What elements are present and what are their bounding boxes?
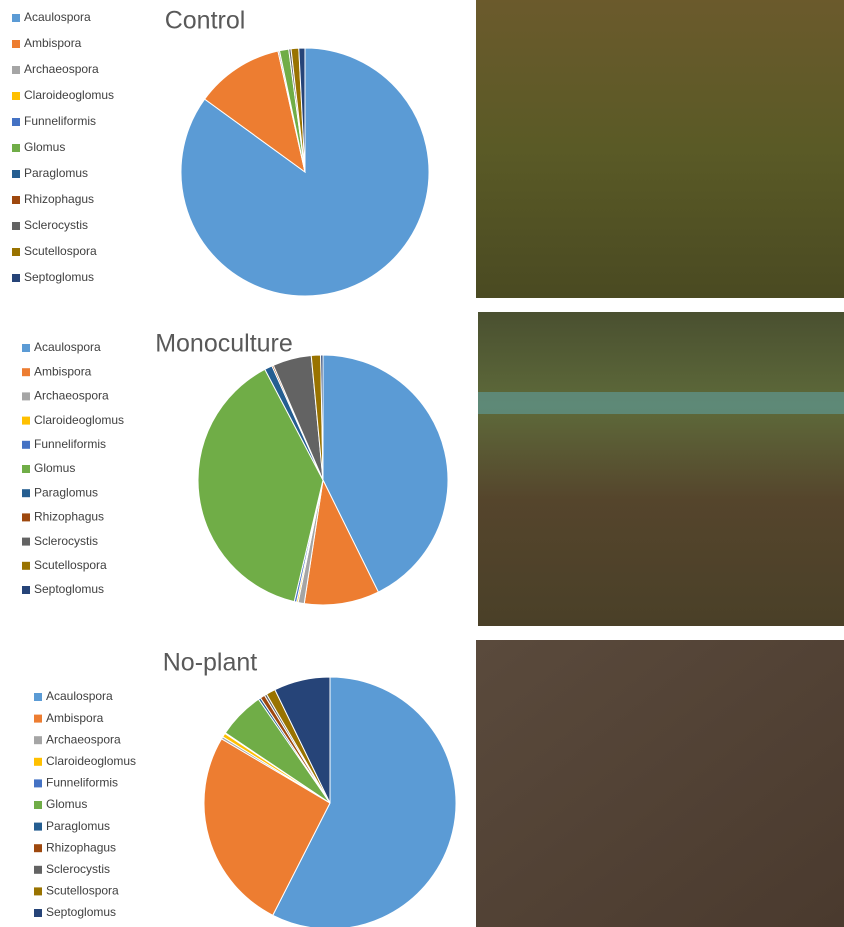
legend-label: Claroideoglomus [24,88,114,102]
legend-label: Archaeospora [24,62,99,76]
photo [476,640,844,927]
legend-swatch [22,586,30,594]
legend-swatch [22,416,30,425]
pie-slice [274,676,331,804]
legend-swatch [12,92,20,100]
legend-label: Archaeospora [34,389,109,403]
legend-swatch [12,222,20,230]
legend-label: Sclerocystis [46,862,110,876]
legend-swatch [22,368,30,377]
legend-label: Acaulospora [24,10,91,24]
legend-swatch [12,170,20,178]
legend-swatch [34,844,42,853]
photo [478,312,844,626]
chart-title: Monoculture [155,330,293,358]
legend-swatch [22,392,30,401]
legend-swatch [22,537,30,546]
legend-label: Rhizophagus [46,840,116,854]
legend-label: Acaulospora [34,340,101,354]
legend-label: Acaulospora [46,689,113,703]
pie-slice [203,50,306,174]
legend-label: Sclerocystis [24,218,88,232]
legend-swatch [34,779,42,788]
legend-label: Ambispora [24,36,82,50]
legend-label: Paraglomus [46,819,110,833]
legend-swatch [12,144,20,152]
legend-swatch [34,736,42,745]
legend-label: Glomus [46,797,87,811]
legend-swatch [22,344,30,352]
pie-slice [203,738,331,916]
legend-label: Septoglomus [46,905,116,919]
legend-label: Scutellospora [24,244,97,258]
legend-label: Funneliformis [46,776,118,790]
legend-swatch [12,40,20,48]
legend-label: Scutellospora [46,884,119,898]
legend-swatch [34,757,42,766]
legend-swatch [34,887,42,896]
legend-label: Archaeospora [46,732,121,746]
legend-label: Rhizophagus [34,510,104,524]
legend-label: Funneliformis [34,437,106,451]
photo [476,0,844,298]
legend-label: Rhizophagus [24,192,94,206]
legend-label: Funneliformis [24,114,96,128]
legend-swatch [34,693,42,701]
legend-swatch [34,801,42,809]
legend-label: Ambispora [46,711,104,725]
legend-label: Claroideoglomus [34,413,124,427]
legend-swatch [12,248,20,256]
legend-swatch [22,465,30,473]
legend-label: Septoglomus [34,582,104,596]
legend-swatch [34,822,42,831]
legend-swatch [12,274,20,282]
chart-title: No-plant [163,649,258,677]
legend-swatch [22,561,30,570]
chart-title: Control [165,7,246,35]
pie-slice [298,47,306,173]
legend-swatch [34,909,42,917]
legend-label: Claroideoglomus [46,754,136,768]
legend-label: Scutellospora [34,558,107,572]
pie-slice [303,478,380,606]
legend-swatch [22,513,30,522]
legend-swatch [22,489,30,498]
legend-swatch [12,196,20,204]
legend-label: Glomus [34,461,75,475]
legend-label: Glomus [24,140,65,154]
legend-swatch [12,118,20,126]
legend-swatch [12,14,20,22]
pie-slice [322,354,449,593]
legend-label: Paraglomus [34,485,98,499]
legend-swatch [34,714,42,723]
legend-label: Septoglomus [24,270,94,284]
pie-slice [272,676,457,927]
pie-slice [320,354,324,481]
legend-swatch [22,440,30,449]
legend-label: Sclerocystis [34,534,98,548]
photo-detail [478,392,844,414]
legend-label: Ambispora [34,364,92,378]
legend-swatch [34,865,42,874]
legend-swatch [12,66,20,74]
pie-slice [197,368,324,603]
legend-label: Paraglomus [24,166,88,180]
